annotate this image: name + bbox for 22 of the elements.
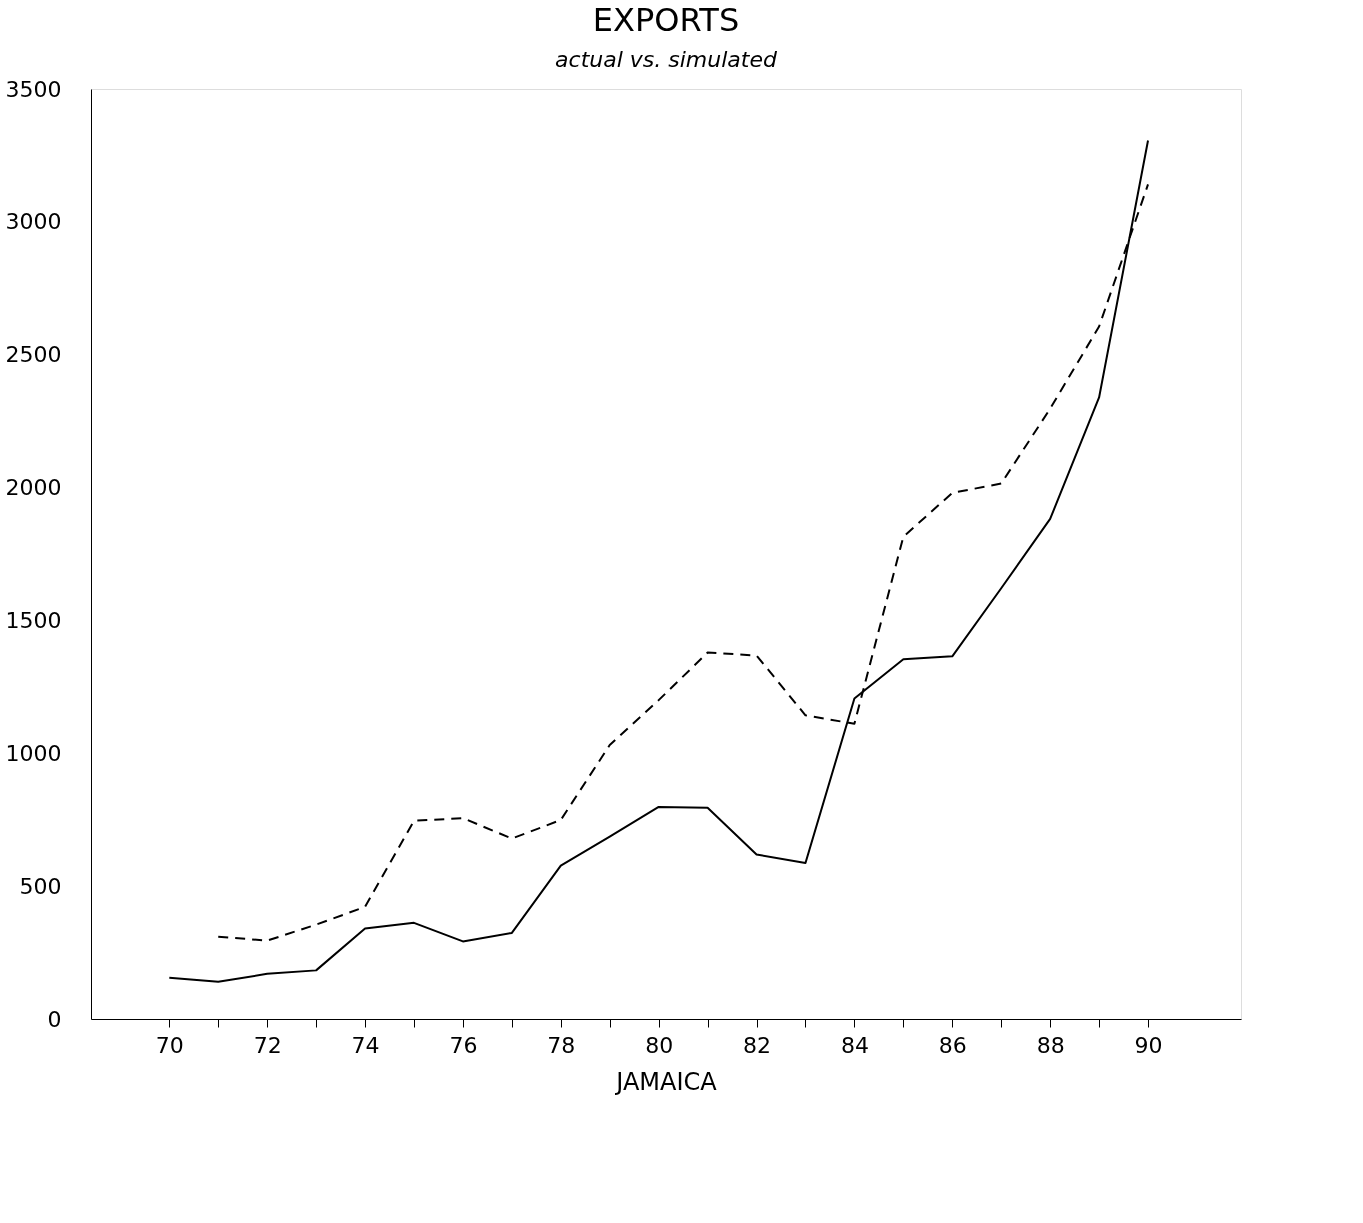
- x-tick-label: 74: [351, 1032, 380, 1058]
- chart-title: EXPORTS: [592, 1, 740, 39]
- y-tick-label: 1500: [5, 607, 62, 633]
- y-tick-label: 1000: [5, 740, 62, 766]
- chart-subtitle: actual vs. simulated: [555, 47, 778, 72]
- x-tick-label: 90: [1134, 1032, 1163, 1058]
- x-tick-label: 76: [449, 1032, 478, 1058]
- y-tick-label: 3500: [5, 76, 62, 102]
- x-tick-label: 72: [253, 1032, 282, 1058]
- x-tick-label: 88: [1036, 1032, 1065, 1058]
- x-tick-label: 70: [155, 1032, 184, 1058]
- y-tick-label: 2000: [5, 475, 62, 501]
- x-tick-label: 84: [840, 1032, 869, 1058]
- x-tick-label: 86: [938, 1032, 967, 1058]
- x-tick-label: 82: [743, 1032, 772, 1058]
- x-axis-title: JAMAICA: [614, 1067, 718, 1096]
- y-tick-label: 2500: [5, 342, 62, 368]
- x-tick-label: 80: [645, 1032, 674, 1058]
- y-tick-label: 500: [19, 873, 62, 899]
- y-tick-label: 3000: [5, 209, 62, 235]
- y-tick-label: 0: [47, 1006, 62, 1032]
- x-tick-label: 78: [547, 1032, 576, 1058]
